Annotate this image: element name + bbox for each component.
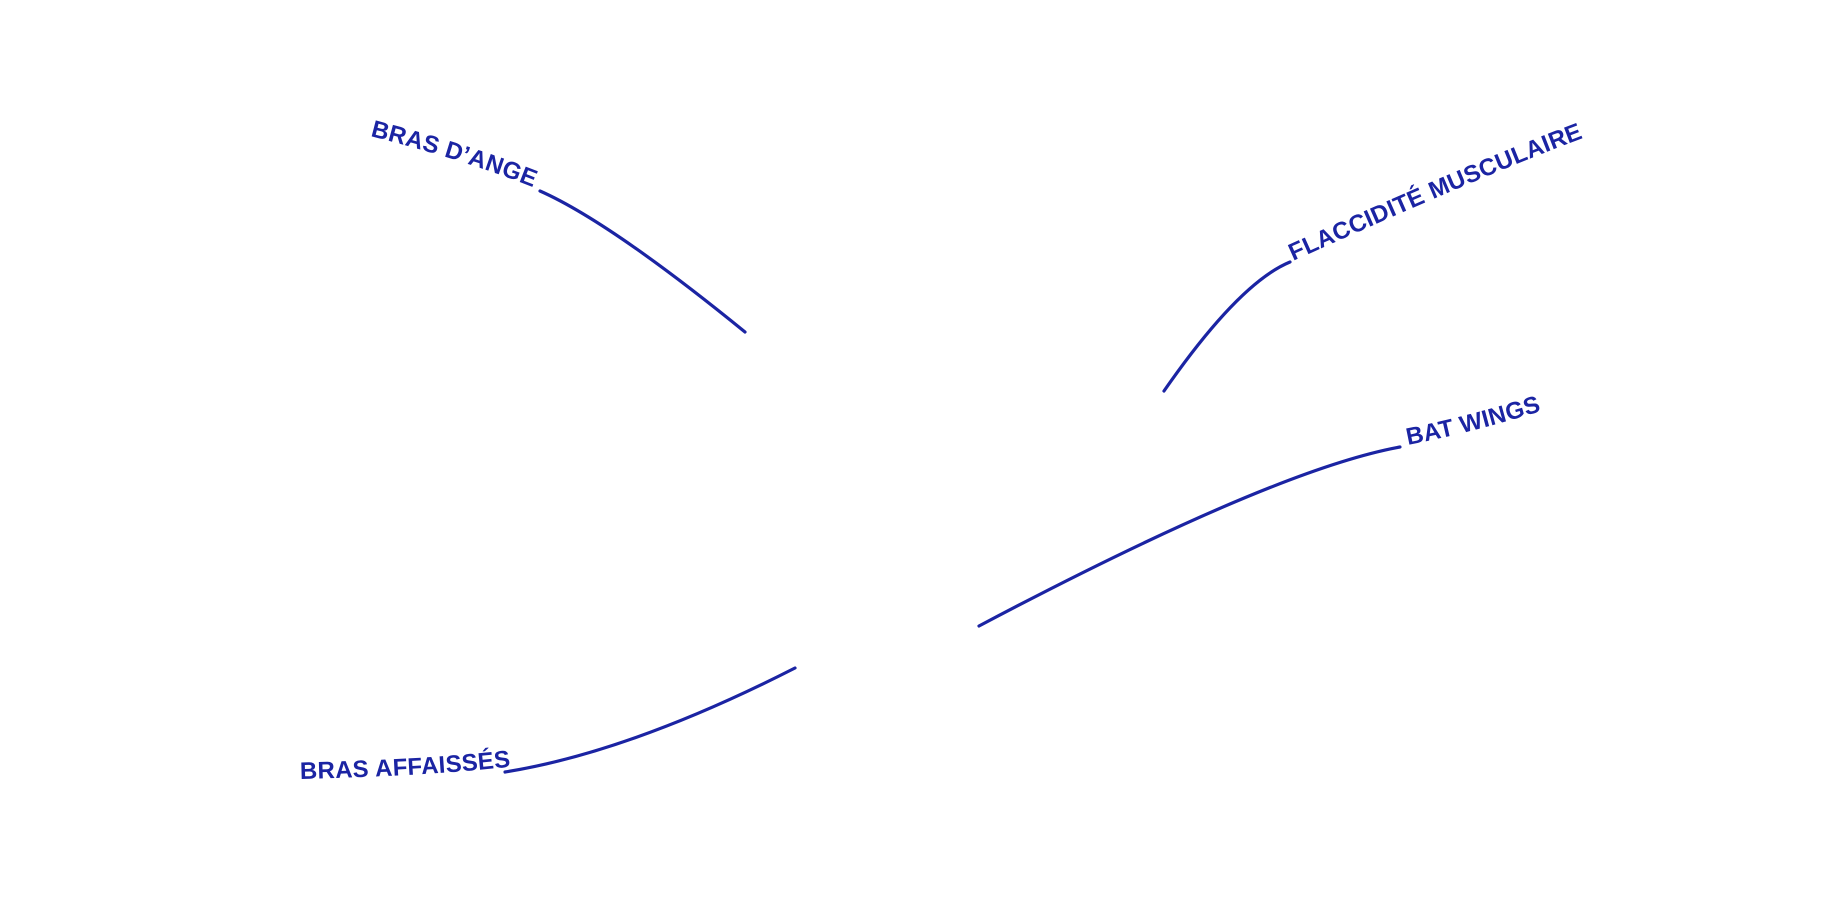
callout-bat-wings: BAT WINGS (977, 391, 1544, 628)
callout-label-bras-d-ange: BRAS D’ANGE (369, 116, 541, 193)
callout-bras-d-ange: BRAS D’ANGE (369, 116, 747, 334)
callout-flaccidite-musculaire: FLACCIDITÉ MUSCULAIRE (1162, 118, 1586, 393)
callout-label-bat-wings: BAT WINGS (1404, 391, 1544, 451)
callout-curve-bras-d-ange (538, 189, 747, 334)
callout-curve-bras-affaisses (503, 666, 797, 774)
callout-curve-flaccidite-musculaire (1162, 260, 1292, 393)
callout-label-bras-affaisses: BRAS AFFAISSÉS (300, 746, 512, 785)
callout-curve-bat-wings (977, 445, 1402, 628)
callout-bras-affaisses: BRAS AFFAISSÉS (300, 666, 797, 785)
callout-label-flaccidite-musculaire: FLACCIDITÉ MUSCULAIRE (1285, 118, 1586, 266)
